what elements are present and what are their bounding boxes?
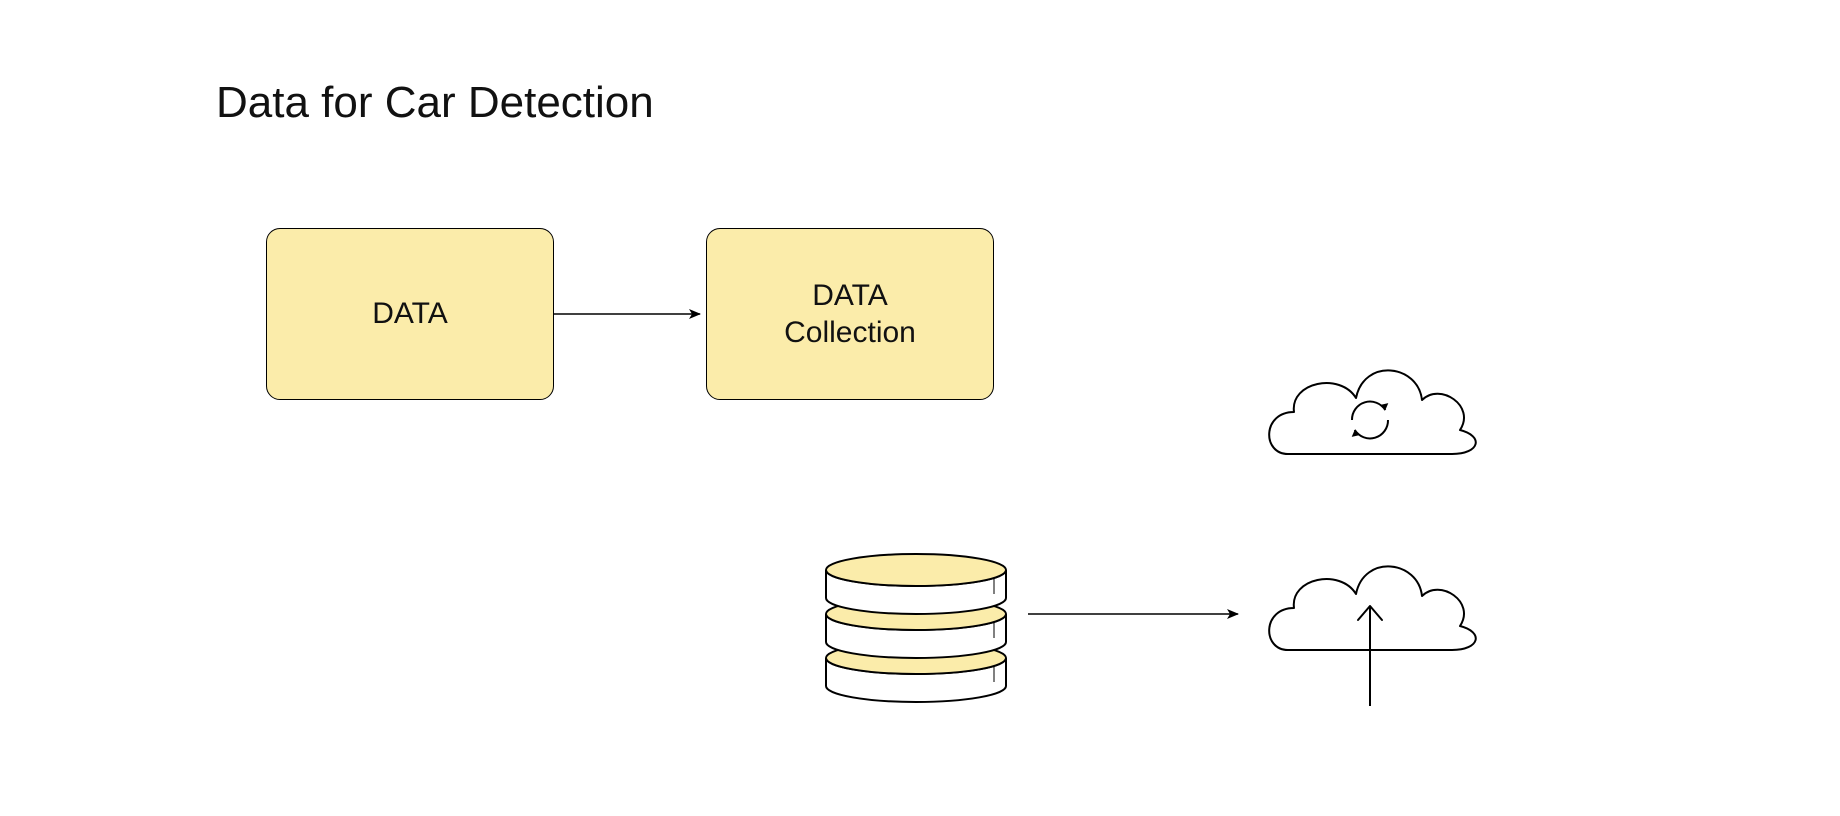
- node-data-collection-label: DATA Collection: [784, 277, 916, 352]
- database-icon: [826, 554, 1006, 702]
- cloud-sync-icon: [1269, 370, 1476, 454]
- cloud-upload-icon: [1269, 566, 1476, 706]
- node-data-collection: DATA Collection: [706, 228, 994, 400]
- diagram-title: Data for Car Detection: [216, 78, 654, 128]
- diagram-canvas: Data for Car Detection DATA DATA Collect…: [0, 0, 1840, 816]
- node-data: DATA: [266, 228, 554, 400]
- node-data-label: DATA: [372, 295, 448, 333]
